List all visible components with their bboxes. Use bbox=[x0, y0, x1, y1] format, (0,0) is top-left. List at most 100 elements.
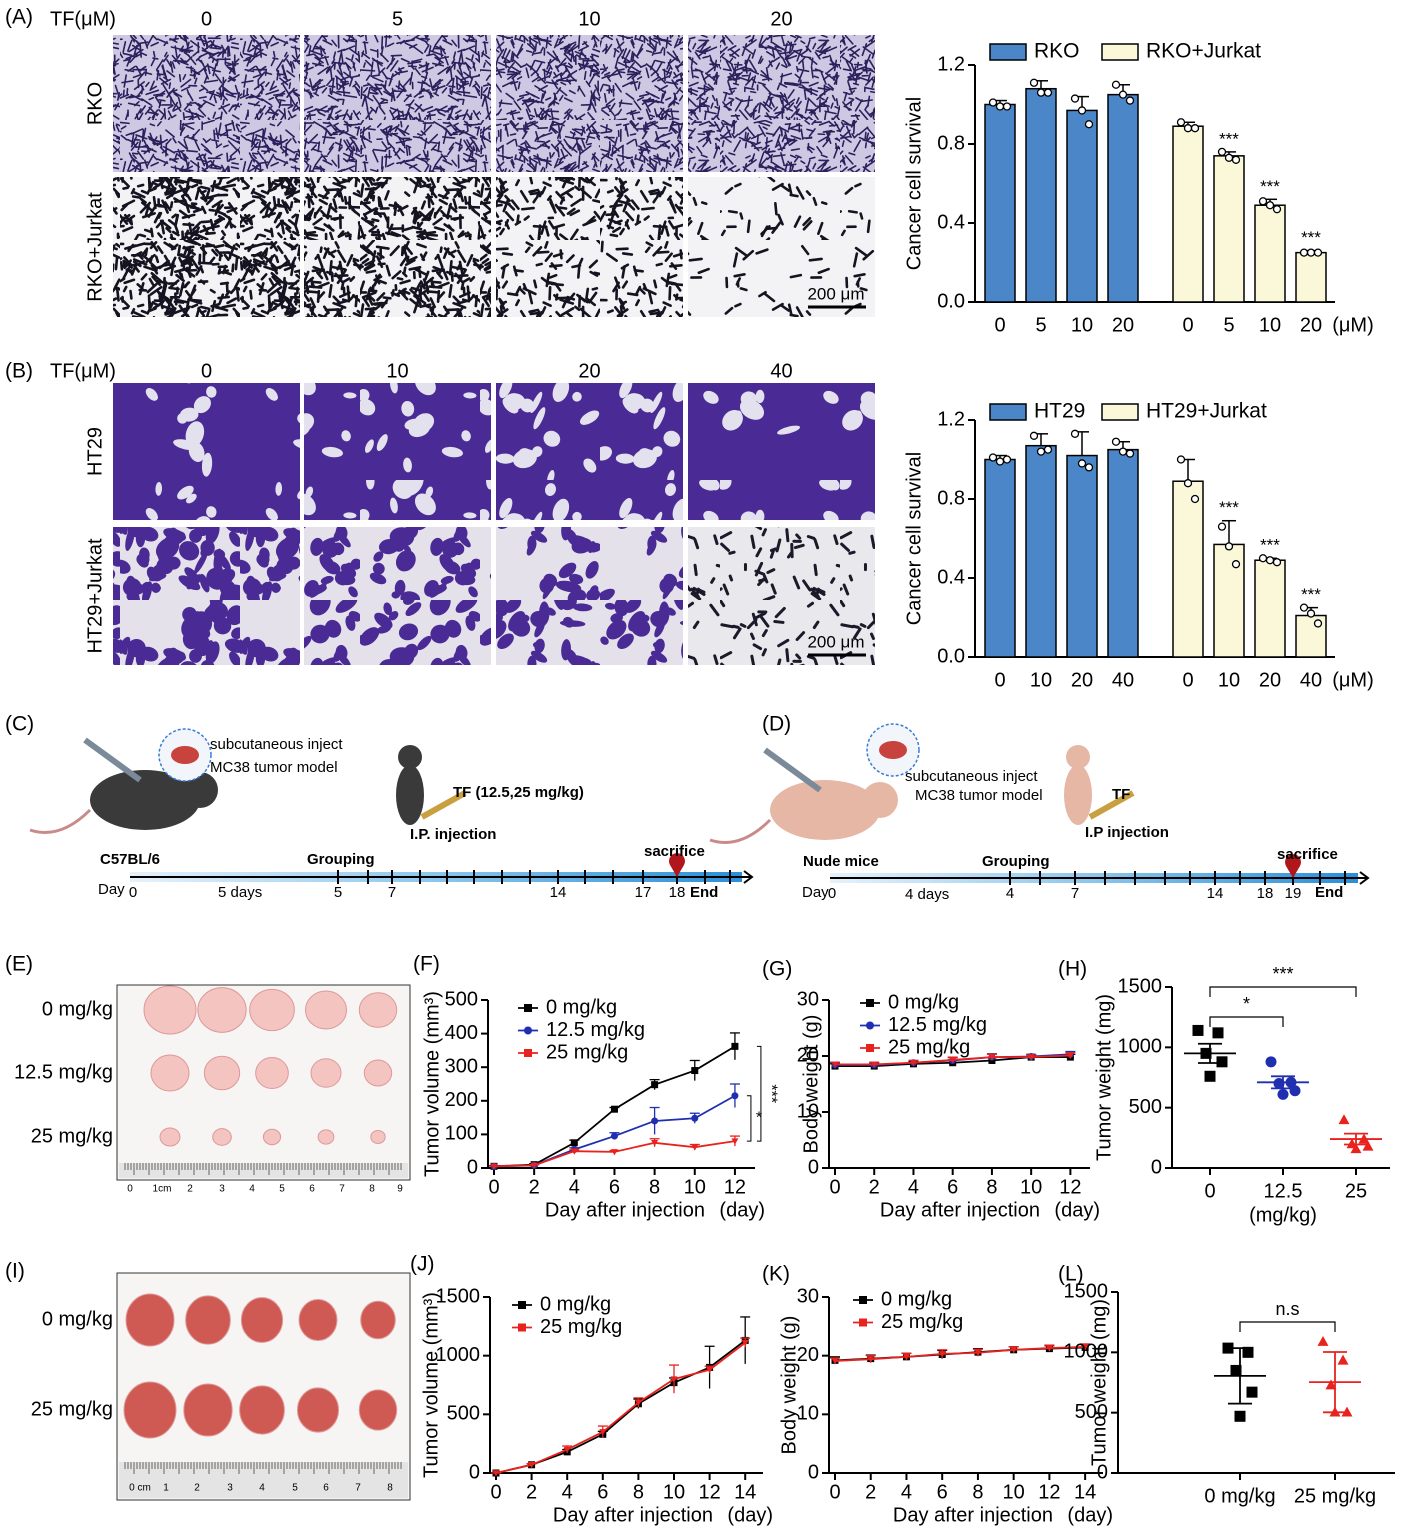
data-point bbox=[1111, 437, 1121, 446]
x-tick-label: 12 bbox=[724, 1176, 746, 1198]
micrograph bbox=[688, 383, 875, 520]
data-point bbox=[1077, 459, 1087, 468]
marker bbox=[741, 1339, 749, 1347]
y-tick-label: 1000 bbox=[1064, 1341, 1109, 1363]
data-point bbox=[1258, 197, 1268, 206]
y-tick-label: 10 bbox=[797, 1403, 819, 1425]
marker bbox=[731, 1138, 739, 1145]
panel-label: (E) bbox=[5, 953, 33, 976]
data-point bbox=[988, 98, 998, 107]
timeline-day: 4 bbox=[1006, 885, 1014, 902]
y-tick-label: 0.0 bbox=[937, 290, 965, 312]
ruler-label: 0 cm bbox=[129, 1483, 151, 1494]
data-point bbox=[1118, 447, 1128, 456]
schematic-day-label: Day bbox=[802, 884, 829, 901]
x-unit: (μM) bbox=[1332, 669, 1374, 691]
marker bbox=[1265, 1056, 1277, 1068]
data-point bbox=[1272, 205, 1282, 214]
significance: *** bbox=[1301, 228, 1321, 247]
data-point bbox=[1224, 153, 1234, 162]
mouse bbox=[1064, 765, 1092, 825]
x-axis-label: Day after injection bbox=[893, 1504, 1053, 1526]
tumor bbox=[150, 1054, 190, 1092]
ruler-label: 5 bbox=[279, 1184, 285, 1195]
data-point bbox=[1084, 120, 1094, 129]
significance: * bbox=[756, 1110, 762, 1127]
data-point bbox=[988, 453, 998, 462]
x-tick-label: 0 bbox=[490, 1481, 501, 1503]
y-tick-label: 0 bbox=[1097, 1461, 1108, 1483]
legend-label: 12.5 mg/kg bbox=[888, 1014, 987, 1036]
marker bbox=[831, 1358, 839, 1365]
data-point bbox=[1002, 102, 1012, 111]
timeline-day: 14 bbox=[550, 884, 567, 901]
ruler-label: 4 bbox=[259, 1483, 265, 1494]
y-tick-label: 0.8 bbox=[937, 487, 965, 509]
panel-label: (B) bbox=[5, 360, 33, 383]
marker bbox=[1200, 1047, 1212, 1059]
significance: *** bbox=[1219, 129, 1239, 148]
legend-label: RKO bbox=[1034, 40, 1080, 63]
x-tick-label: 20 bbox=[1259, 669, 1281, 691]
x-unit: (day) bbox=[1067, 1504, 1113, 1526]
mouse-head bbox=[1066, 745, 1090, 769]
data-point bbox=[1118, 90, 1128, 99]
schematic-strain: Nude mice bbox=[803, 853, 879, 870]
ruler-label: 6 bbox=[323, 1483, 329, 1494]
y-tick-label: 1500 bbox=[1064, 1280, 1109, 1302]
data-point bbox=[1125, 449, 1135, 458]
x-tick-label: 25 bbox=[1345, 1180, 1367, 1202]
ruler-label: 3 bbox=[219, 1184, 225, 1195]
x-tick-label: 4 bbox=[908, 1176, 919, 1198]
y-axis-label: Tumor volume (mm³) bbox=[420, 1292, 442, 1478]
marker bbox=[1338, 1114, 1350, 1125]
x-tick-label: 4 bbox=[901, 1481, 912, 1503]
marker bbox=[691, 1144, 699, 1151]
legend-swatch bbox=[1101, 43, 1139, 61]
sacrifice-pin bbox=[1285, 854, 1301, 878]
timeline-day: 7 bbox=[1071, 885, 1079, 902]
data-point bbox=[1313, 248, 1323, 257]
marker bbox=[490, 1163, 498, 1170]
schematic-grouping: Grouping bbox=[307, 851, 375, 868]
legend-label: 25 mg/kg bbox=[540, 1316, 622, 1338]
micrograph bbox=[304, 177, 491, 317]
significance: n.s bbox=[1275, 1299, 1299, 1319]
x-tick-label: 40 bbox=[1300, 669, 1322, 691]
x-tick-label: 5 bbox=[1223, 314, 1234, 336]
x-tick-label: 20 bbox=[1071, 669, 1093, 691]
marker bbox=[1325, 1379, 1337, 1390]
data-point bbox=[995, 102, 1005, 111]
data-point bbox=[1265, 556, 1275, 565]
marker bbox=[691, 1114, 699, 1122]
micrograph bbox=[496, 177, 683, 317]
legend-marker bbox=[524, 1004, 532, 1012]
x-tick-label: 4 bbox=[562, 1481, 573, 1503]
x-tick-label: 10 bbox=[663, 1481, 685, 1503]
marker bbox=[731, 1092, 739, 1100]
marker bbox=[1285, 1076, 1297, 1088]
legend-label: 12.5 mg/kg bbox=[546, 1019, 645, 1041]
x-tick-label: 12 bbox=[1059, 1176, 1081, 1198]
y-tick-label: 0 bbox=[469, 1461, 480, 1483]
legend-swatch bbox=[989, 43, 1027, 61]
marker bbox=[870, 1061, 878, 1068]
mouse-head bbox=[862, 782, 898, 818]
micrograph bbox=[496, 527, 683, 665]
legend-marker bbox=[859, 1318, 867, 1327]
x-tick-label: 10 bbox=[684, 1176, 706, 1198]
data-point bbox=[1036, 88, 1046, 97]
marker bbox=[1192, 1024, 1204, 1036]
y-tick-label: 300 bbox=[445, 1055, 478, 1077]
y-tick-label: 10 bbox=[797, 1100, 819, 1122]
micrograph bbox=[304, 35, 491, 172]
data-point bbox=[1306, 248, 1316, 257]
group-label: 0 mg/kg bbox=[42, 1308, 113, 1330]
marker bbox=[1341, 1406, 1353, 1417]
legend-marker bbox=[859, 1296, 867, 1304]
data-point bbox=[1231, 560, 1241, 569]
data-point bbox=[1258, 554, 1268, 563]
y-axis-label: Cancer cell survival bbox=[903, 97, 925, 270]
bar bbox=[1254, 204, 1286, 303]
panel-label: (L) bbox=[1058, 1263, 1084, 1286]
